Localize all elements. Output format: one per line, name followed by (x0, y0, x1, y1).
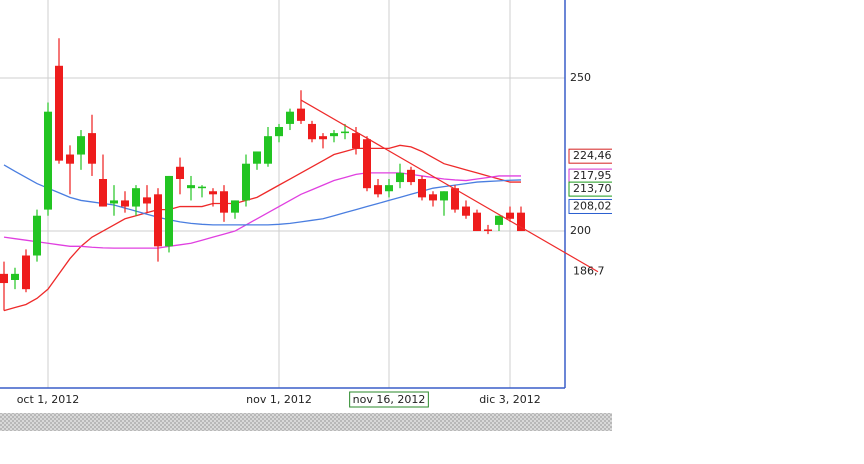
candle-body (451, 188, 459, 210)
candle-body (55, 65, 63, 161)
price-label: 186,7 (573, 265, 605, 278)
candle-body (121, 200, 129, 207)
price-label: 208,02 (573, 199, 612, 212)
candle-body (44, 111, 52, 210)
candle-body (165, 175, 173, 247)
candle-body (99, 179, 107, 207)
x-tick-label: nov 1, 2012 (246, 393, 312, 406)
candle-body (319, 136, 327, 140)
candle-body (517, 212, 525, 232)
candle-body (363, 139, 371, 189)
candle-body (352, 133, 360, 149)
candle-body (308, 123, 316, 140)
candle-body (110, 200, 118, 204)
candle-body (0, 273, 8, 284)
candle-body (374, 185, 382, 195)
y-tick-label: 200 (570, 224, 591, 237)
trendline (300, 99, 599, 273)
scrollbar (0, 413, 612, 431)
price-label: 224,46 (573, 149, 612, 162)
candle-body (264, 136, 272, 164)
x-tick-highlight (349, 391, 429, 408)
candle-body (341, 131, 349, 134)
price-label-box (568, 181, 612, 197)
candle-body (253, 151, 261, 164)
x-tick-label: oct 1, 2012 (17, 393, 80, 406)
candle-body (484, 229, 492, 232)
candle-body (473, 212, 481, 232)
candle-body (22, 255, 30, 290)
candle-body (330, 133, 338, 137)
candle-body (209, 191, 217, 195)
candle-body (187, 185, 195, 189)
candle-body (506, 212, 514, 219)
candle-body (88, 133, 96, 164)
candle-body (176, 166, 184, 180)
candle-body (429, 194, 437, 201)
candle-body (77, 136, 85, 155)
candle-body (33, 215, 41, 256)
candle-body (11, 273, 19, 280)
candle-body (220, 191, 228, 213)
candle-body (418, 179, 426, 198)
candle-body (385, 185, 393, 192)
candle-body (242, 163, 250, 201)
candle-body (440, 191, 448, 201)
price-label-box (568, 148, 612, 164)
price-label: 217,95 (573, 169, 612, 182)
candle-body (231, 200, 239, 213)
candle-body (407, 169, 415, 183)
candle-body (275, 126, 283, 137)
price-label-box (568, 198, 612, 214)
candle-body (462, 206, 470, 216)
moving-average (3, 164, 522, 226)
candle-body (286, 111, 294, 124)
x-tick-label: nov 16, 2012 (353, 393, 426, 406)
candle-body (396, 172, 404, 183)
candle-body (297, 108, 305, 121)
x-tick-label: dic 3, 2012 (479, 393, 541, 406)
candle-body (66, 154, 74, 164)
candle-body (132, 188, 140, 207)
candle-body (143, 197, 151, 204)
price-label: 213,70 (573, 182, 612, 195)
candle-body (198, 186, 206, 189)
grid (0, 0, 565, 388)
y-tick-label: 250 (570, 71, 591, 84)
moving-average (3, 144, 521, 312)
candle-body (495, 215, 503, 225)
candle-body (154, 194, 162, 247)
